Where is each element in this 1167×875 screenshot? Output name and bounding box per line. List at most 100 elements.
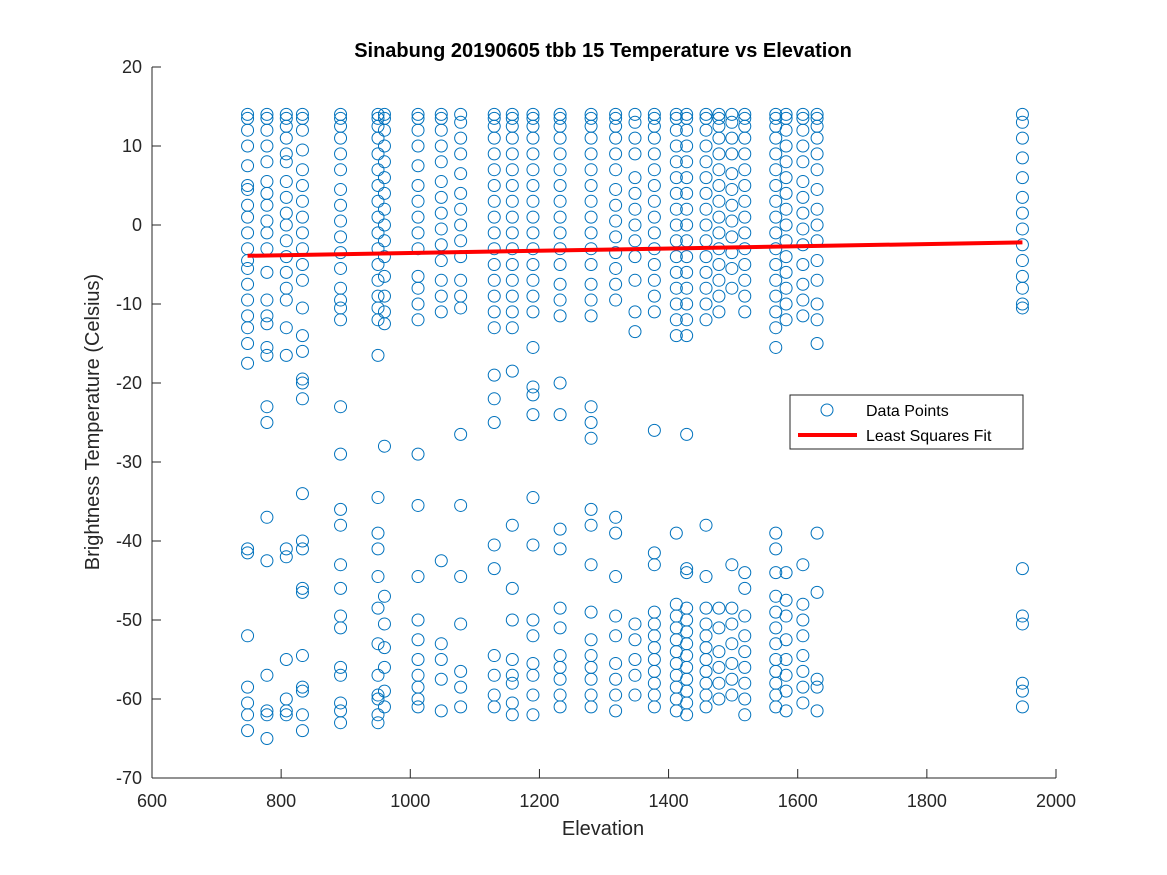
data-point bbox=[434, 254, 448, 268]
data-point bbox=[647, 147, 661, 161]
data-point bbox=[669, 313, 683, 327]
data-point bbox=[609, 246, 623, 260]
data-point bbox=[553, 621, 567, 635]
data-point bbox=[279, 692, 293, 706]
data-point bbox=[279, 348, 293, 362]
data-point bbox=[725, 230, 739, 244]
x-tick-label: 1000 bbox=[390, 791, 430, 811]
data-point bbox=[487, 107, 501, 121]
data-point bbox=[241, 226, 255, 240]
data-point bbox=[526, 656, 540, 670]
data-point bbox=[669, 202, 683, 216]
data-point bbox=[377, 111, 391, 125]
data-point bbox=[553, 688, 567, 702]
data-point bbox=[434, 206, 448, 220]
data-point bbox=[260, 554, 274, 568]
data-point bbox=[647, 546, 661, 560]
data-point bbox=[810, 337, 824, 350]
data-point bbox=[371, 348, 385, 362]
data-point bbox=[553, 226, 567, 240]
data-point bbox=[769, 621, 783, 635]
data-point bbox=[738, 179, 752, 192]
data-point bbox=[712, 194, 726, 208]
data-point bbox=[699, 518, 713, 532]
data-point bbox=[295, 329, 309, 343]
data-point bbox=[377, 700, 391, 714]
data-point bbox=[725, 656, 739, 670]
data-point bbox=[769, 273, 783, 287]
data-point bbox=[505, 581, 519, 595]
data-point bbox=[295, 372, 309, 386]
y-tick-label: -20 bbox=[116, 373, 142, 393]
data-point bbox=[526, 340, 540, 354]
data-point bbox=[295, 684, 309, 698]
data-point bbox=[699, 218, 713, 232]
data-point bbox=[738, 305, 752, 319]
data-point bbox=[628, 633, 642, 647]
data-point bbox=[334, 668, 348, 682]
data-point bbox=[779, 704, 793, 718]
data-point bbox=[260, 317, 274, 331]
data-point bbox=[1015, 684, 1029, 698]
data-point bbox=[505, 111, 519, 125]
data-point bbox=[680, 250, 694, 264]
data-point bbox=[584, 688, 598, 702]
data-point bbox=[526, 305, 540, 319]
data-point bbox=[584, 400, 598, 414]
data-point bbox=[1015, 297, 1029, 311]
data-point bbox=[487, 289, 501, 303]
data-point bbox=[647, 273, 661, 287]
data-point bbox=[411, 179, 425, 192]
data-point bbox=[609, 277, 623, 291]
data-point bbox=[371, 258, 385, 271]
data-point bbox=[669, 171, 683, 185]
data-point bbox=[434, 155, 448, 169]
data-point bbox=[796, 649, 810, 663]
data-point bbox=[241, 198, 255, 212]
data-point bbox=[411, 210, 425, 224]
data-point bbox=[738, 660, 752, 674]
data-point bbox=[628, 218, 642, 232]
data-point bbox=[377, 439, 391, 453]
data-point bbox=[712, 273, 726, 287]
data-point bbox=[609, 656, 623, 670]
data-point bbox=[769, 179, 783, 192]
data-point bbox=[279, 653, 293, 666]
data-point bbox=[553, 649, 567, 663]
data-point bbox=[779, 218, 793, 232]
data-point bbox=[738, 609, 752, 623]
data-point bbox=[260, 708, 274, 722]
data-point bbox=[377, 107, 391, 121]
data-point bbox=[553, 179, 567, 192]
data-point bbox=[377, 617, 391, 631]
data-point bbox=[810, 163, 824, 177]
data-point bbox=[628, 115, 642, 129]
data-point bbox=[584, 309, 598, 323]
data-point bbox=[454, 427, 468, 441]
data-point bbox=[1015, 700, 1029, 714]
data-point bbox=[712, 692, 726, 706]
data-point bbox=[241, 309, 255, 323]
data-point bbox=[377, 289, 391, 303]
data-point bbox=[1015, 131, 1029, 145]
data-point bbox=[699, 186, 713, 200]
data-point bbox=[810, 182, 824, 196]
data-point bbox=[279, 190, 293, 204]
data-point bbox=[411, 226, 425, 240]
data-point bbox=[434, 637, 448, 651]
data-point bbox=[334, 230, 348, 244]
data-point bbox=[810, 704, 824, 718]
data-point bbox=[505, 258, 519, 271]
data-point bbox=[371, 111, 385, 125]
x-tick-label: 1400 bbox=[649, 791, 689, 811]
data-point bbox=[334, 704, 348, 718]
data-point bbox=[738, 107, 752, 121]
data-point bbox=[526, 107, 540, 121]
data-point bbox=[260, 416, 274, 429]
data-point bbox=[699, 107, 713, 121]
data-point bbox=[526, 613, 540, 627]
data-point bbox=[487, 147, 501, 161]
fit-series bbox=[247, 240, 1023, 258]
y-tick-label: -30 bbox=[116, 452, 142, 472]
data-point bbox=[680, 155, 694, 169]
